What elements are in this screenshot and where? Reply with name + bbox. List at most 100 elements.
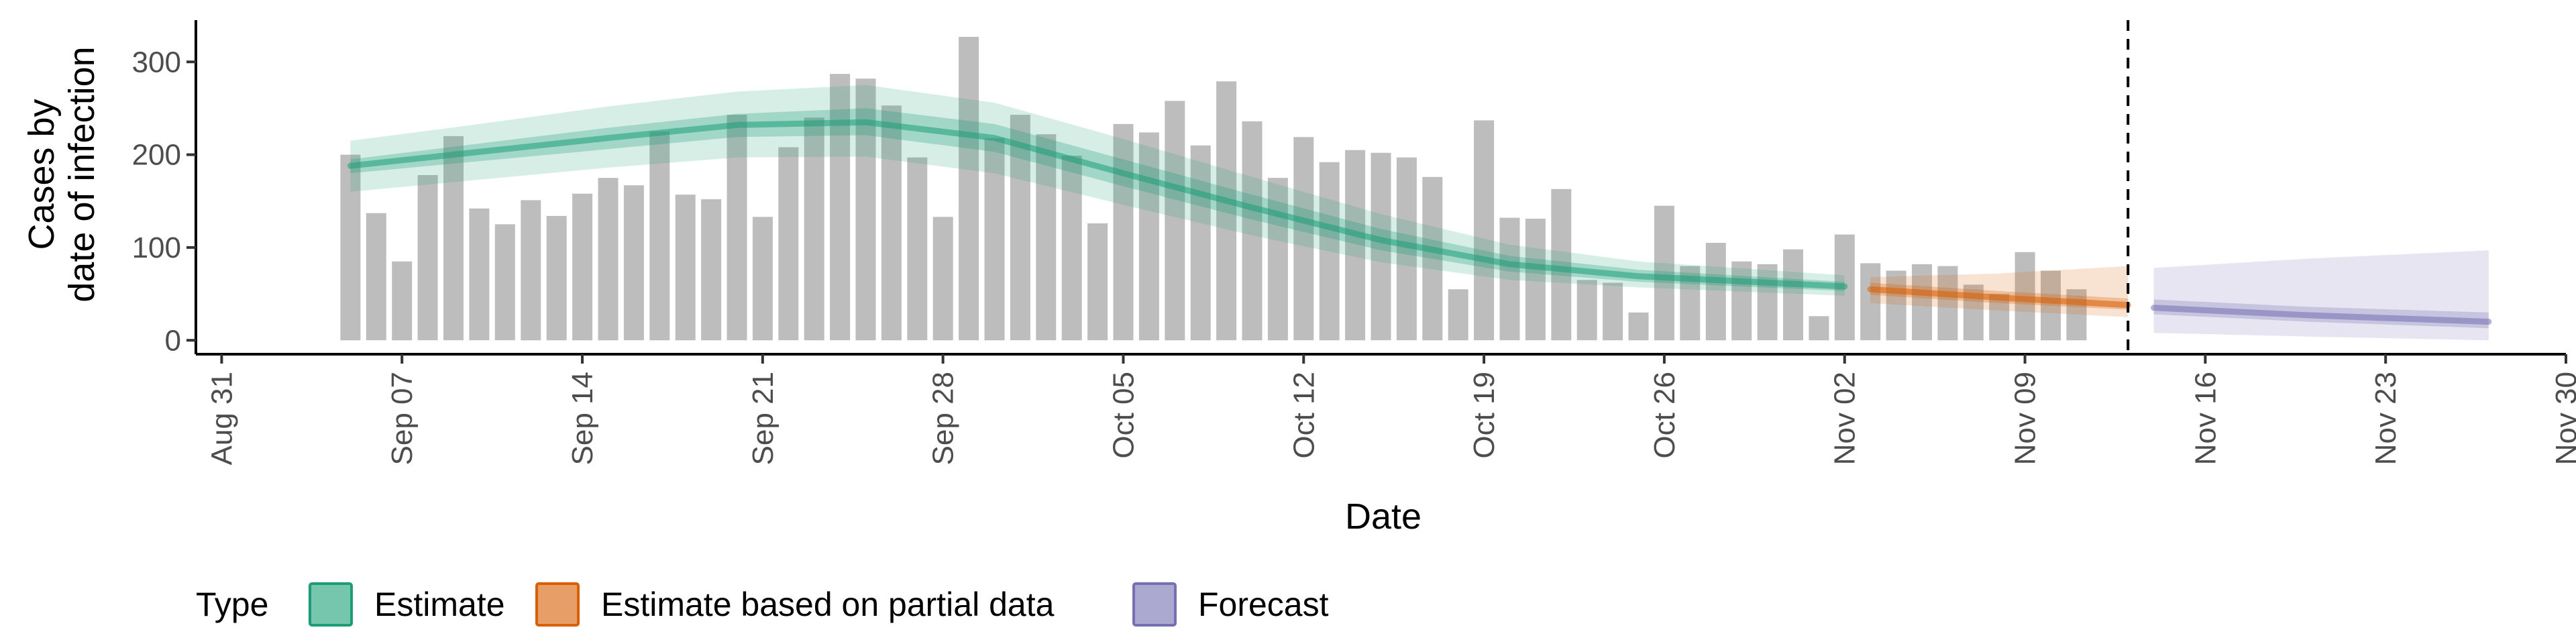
bar [675, 195, 696, 341]
bar [1860, 263, 1881, 341]
series-2-band-90 [1870, 266, 2129, 317]
legend-label-forecast: Forecast [1198, 586, 1329, 623]
bar [1345, 150, 1366, 341]
bar [1010, 115, 1030, 341]
x-tick-label: Nov 09 [2009, 372, 2042, 465]
bar [521, 200, 541, 341]
legend-label-partial: Estimate based on partial data [601, 586, 1055, 623]
x-tick-label: Aug 31 [205, 372, 238, 465]
bar [1499, 217, 1520, 341]
bar [392, 261, 413, 341]
bar [1061, 156, 1082, 341]
bar [494, 224, 515, 341]
bar [623, 185, 644, 341]
bar [932, 217, 953, 341]
bar [752, 217, 773, 341]
bar [830, 74, 851, 341]
bar [1474, 120, 1495, 341]
series-3-median-line [2151, 305, 2492, 325]
series-1-band-90 [350, 85, 1845, 296]
bar [1087, 223, 1108, 341]
bar [1293, 137, 1314, 341]
bar [1783, 249, 1803, 341]
y-tick-label: 100 [132, 231, 181, 264]
bar [1525, 219, 1546, 341]
bar [1165, 101, 1185, 341]
y-tick-label: 200 [132, 139, 181, 172]
bar [1138, 132, 1159, 341]
bar [1731, 261, 1752, 341]
x-tick-label: Sep 21 [747, 372, 780, 465]
bar [1912, 264, 1932, 341]
bar [1603, 282, 1623, 341]
bar [649, 131, 670, 341]
bar [1422, 176, 1443, 341]
x-axis-title: Date [1345, 496, 1421, 537]
bar [443, 136, 464, 341]
legend-swatch-forecast [1132, 582, 1177, 627]
bar [546, 215, 567, 341]
bar [1576, 280, 1597, 341]
bar [1705, 243, 1726, 341]
y-axis-title: Cases by date of infection [21, 46, 102, 302]
x-tick-label: Nov 16 [2189, 372, 2222, 465]
x-tick-label: Sep 28 [927, 372, 960, 465]
bar [1242, 121, 1263, 341]
bar [1036, 134, 1057, 341]
bars-layer [340, 36, 2087, 341]
bar [1448, 289, 1468, 341]
bar [984, 138, 1005, 341]
bar [2041, 270, 2061, 341]
bar [778, 147, 799, 341]
legend-label-estimate: Estimate [374, 586, 505, 623]
y-axis-title-line-1: Cases by [21, 99, 62, 250]
bar [1628, 312, 1649, 341]
series-1-median-line [347, 119, 1848, 290]
series-3-band-90 [2153, 250, 2489, 341]
bar [959, 36, 979, 341]
bar [1937, 266, 1958, 341]
y-tick-label: 300 [132, 46, 181, 78]
bar [1654, 205, 1674, 341]
series-2-median-line [1867, 286, 2131, 309]
bar [598, 178, 619, 341]
bar [1319, 162, 1340, 341]
x-tick-label: Sep 14 [566, 372, 599, 465]
bar [881, 105, 902, 341]
bar [1809, 316, 1829, 341]
bar [701, 199, 722, 341]
y-tick-label: 0 [165, 324, 181, 357]
bar [1371, 152, 1391, 341]
legend-swatch-partial [535, 582, 580, 627]
x-tick-label: Nov 23 [2369, 372, 2402, 465]
bar [804, 117, 824, 341]
bar [2066, 289, 2087, 341]
x-tick-label: Sep 07 [386, 372, 419, 465]
x-ticks: Aug 31 Sep 07 Sep 14 Sep 21 Sep 28 Oct 05 Oct … [205, 354, 2576, 465]
bar [727, 115, 747, 341]
bar [1190, 145, 1211, 341]
bar [417, 175, 438, 341]
bar [1267, 178, 1288, 341]
legend: Type Estimate Estimate based on partial … [196, 582, 1329, 627]
x-tick-label: Nov 30 [2550, 372, 2576, 465]
bar [572, 193, 593, 341]
x-tick-label: Oct 19 [1468, 372, 1501, 459]
legend-title: Type [196, 586, 268, 623]
bar [1757, 264, 1778, 341]
bar [907, 157, 928, 341]
bar [1989, 294, 2010, 341]
bands-layer [347, 85, 2492, 341]
y-ticks: 0 100 200 300 [132, 46, 196, 357]
bar [366, 213, 386, 341]
y-axis-title-line-2: date of infection [62, 46, 102, 302]
legend-swatch-estimate [309, 582, 353, 627]
x-tick-label: Oct 26 [1648, 372, 1681, 459]
bar [340, 154, 361, 341]
bar [1216, 81, 1237, 341]
bar [1113, 123, 1134, 341]
x-tick-label: Nov 02 [1829, 372, 1862, 465]
axes-layer [195, 20, 2566, 356]
bar [469, 208, 490, 341]
